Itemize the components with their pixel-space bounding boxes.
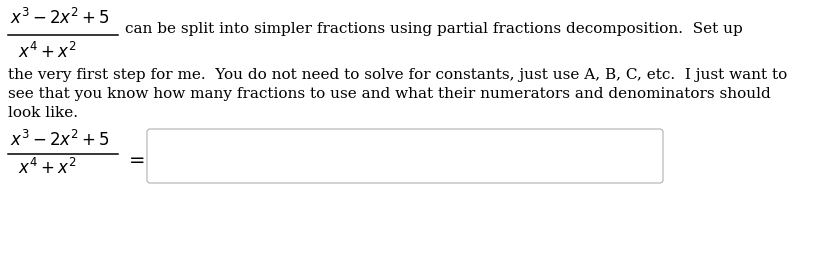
Text: see that you know how many fractions to use and what their numerators and denomi: see that you know how many fractions to … [8, 87, 770, 101]
Text: $x^4 + x^2$: $x^4 + x^2$ [18, 158, 76, 178]
Text: look like.: look like. [8, 106, 78, 120]
Text: $x^3 - 2x^2 + 5$: $x^3 - 2x^2 + 5$ [10, 130, 110, 150]
Text: the very first step for me.  You do not need to solve for constants, just use A,: the very first step for me. You do not n… [8, 68, 787, 82]
Text: $x^3 - 2x^2 + 5$: $x^3 - 2x^2 + 5$ [10, 8, 110, 28]
Text: $x^4 + x^2$: $x^4 + x^2$ [18, 42, 76, 62]
Text: $=$: $=$ [125, 150, 145, 168]
FancyBboxPatch shape [147, 129, 663, 183]
Text: can be split into simpler fractions using partial fractions decomposition.  Set : can be split into simpler fractions usin… [125, 22, 743, 36]
